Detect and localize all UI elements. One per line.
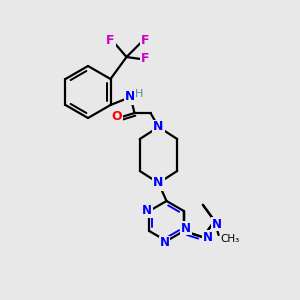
Text: N: N — [153, 121, 164, 134]
Text: N: N — [203, 231, 213, 244]
Text: F: F — [141, 34, 150, 46]
Text: N: N — [212, 218, 222, 230]
Text: F: F — [106, 34, 115, 46]
Text: N: N — [125, 91, 136, 103]
Text: N: N — [153, 176, 164, 190]
Text: N: N — [181, 221, 191, 235]
Text: N: N — [142, 205, 152, 218]
Text: H: H — [135, 89, 144, 99]
Text: N: N — [160, 236, 170, 250]
Text: F: F — [141, 52, 150, 65]
Text: CH₃: CH₃ — [220, 234, 240, 244]
Text: O: O — [111, 110, 122, 124]
